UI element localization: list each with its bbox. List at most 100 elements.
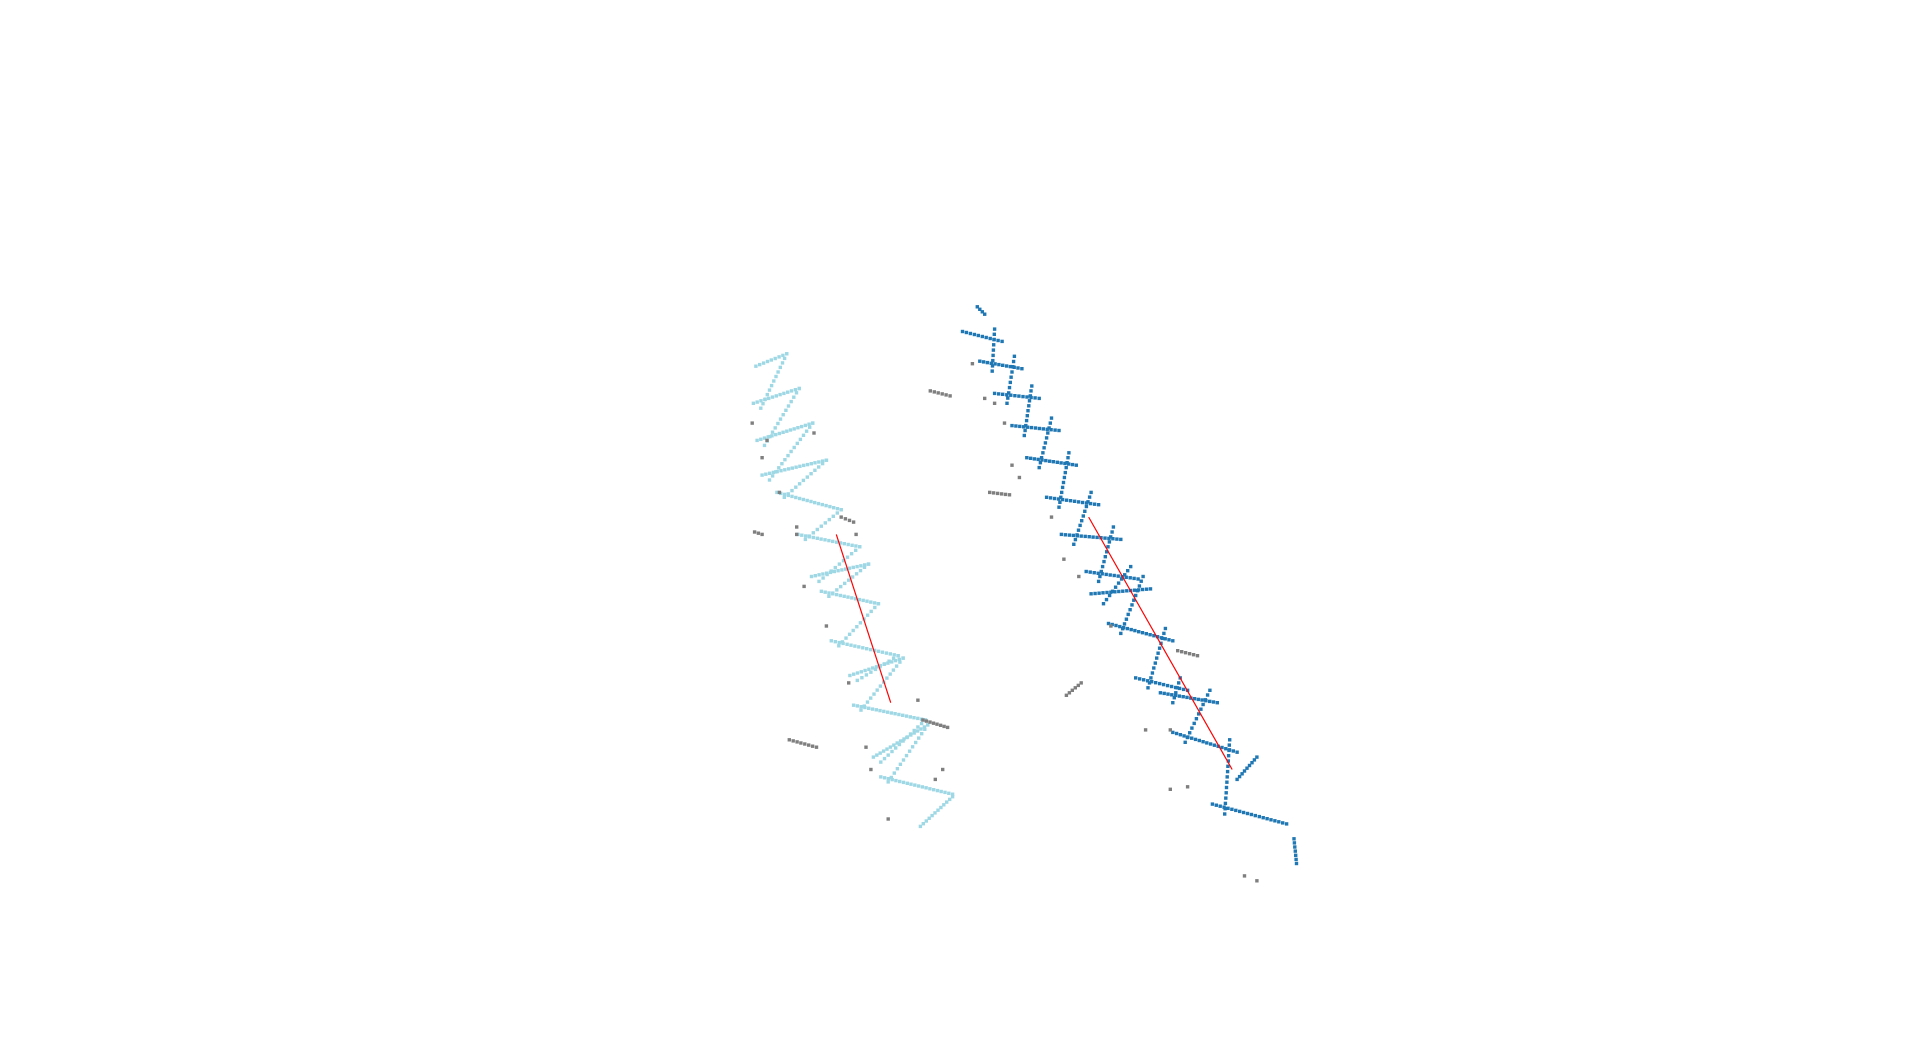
point <box>858 545 862 549</box>
point <box>1130 603 1134 607</box>
point <box>1065 461 1069 465</box>
point <box>863 705 867 710</box>
point <box>1185 785 1190 789</box>
point <box>992 332 996 336</box>
point <box>809 499 813 504</box>
point <box>1293 845 1297 849</box>
point <box>1096 503 1101 507</box>
point <box>783 468 787 472</box>
point <box>1148 587 1153 591</box>
point <box>1168 728 1172 732</box>
point <box>1227 748 1231 753</box>
point <box>948 394 952 398</box>
point <box>1144 632 1148 636</box>
point <box>804 429 809 433</box>
point <box>1077 574 1081 579</box>
point <box>835 507 840 511</box>
point <box>1073 686 1077 690</box>
point <box>1175 686 1179 690</box>
point <box>1074 463 1078 467</box>
point <box>1109 535 1113 539</box>
point <box>1081 514 1085 518</box>
point <box>769 383 774 388</box>
point <box>1190 736 1194 740</box>
point <box>805 462 810 467</box>
point <box>1060 485 1065 490</box>
point <box>815 527 819 532</box>
point <box>1149 676 1153 680</box>
point <box>827 591 831 595</box>
point <box>869 670 873 674</box>
point <box>1003 492 1008 497</box>
point <box>902 737 906 741</box>
point <box>1059 495 1063 499</box>
point <box>869 600 873 604</box>
point <box>795 525 799 529</box>
point <box>824 624 829 628</box>
point <box>1116 581 1121 585</box>
point <box>765 392 769 397</box>
point <box>1223 801 1228 806</box>
point <box>763 397 767 402</box>
point <box>798 464 802 468</box>
point <box>905 781 909 785</box>
point <box>1137 584 1142 588</box>
point <box>769 358 773 362</box>
point <box>1118 624 1122 629</box>
point <box>901 758 906 762</box>
point <box>767 471 772 475</box>
point <box>869 696 873 700</box>
point <box>1105 590 1109 595</box>
point <box>777 490 782 495</box>
point <box>1059 532 1064 537</box>
point <box>1147 681 1152 685</box>
point <box>1001 363 1005 367</box>
point <box>1007 385 1012 390</box>
point <box>1150 671 1155 675</box>
point <box>1114 623 1118 628</box>
point <box>1096 571 1100 575</box>
point <box>783 458 787 462</box>
point <box>1161 682 1166 687</box>
point <box>1049 515 1054 519</box>
point <box>981 360 986 364</box>
point <box>991 353 995 358</box>
point <box>767 396 771 401</box>
point <box>1057 428 1061 433</box>
point <box>848 673 852 678</box>
point <box>1128 608 1132 612</box>
point <box>773 356 777 361</box>
point <box>1122 622 1127 626</box>
point <box>811 421 815 425</box>
point <box>1253 813 1257 818</box>
point <box>839 584 843 589</box>
point <box>991 348 996 352</box>
point <box>849 552 854 556</box>
point <box>1137 630 1141 634</box>
point <box>1121 589 1125 593</box>
point <box>870 707 875 711</box>
point <box>1092 502 1097 506</box>
point <box>772 379 776 383</box>
point <box>970 362 975 366</box>
point <box>1021 394 1025 399</box>
point <box>1155 656 1159 660</box>
point <box>1129 627 1133 632</box>
point <box>1126 612 1130 617</box>
point <box>770 395 775 399</box>
point <box>766 435 770 439</box>
point <box>759 399 763 403</box>
point <box>891 656 896 661</box>
point <box>898 779 902 784</box>
point <box>1057 505 1061 509</box>
point <box>1079 681 1083 685</box>
point <box>913 783 917 787</box>
point <box>1177 686 1182 691</box>
point <box>811 535 816 540</box>
point <box>785 429 789 433</box>
point <box>1138 677 1142 681</box>
point <box>858 568 863 573</box>
point <box>997 392 1001 396</box>
